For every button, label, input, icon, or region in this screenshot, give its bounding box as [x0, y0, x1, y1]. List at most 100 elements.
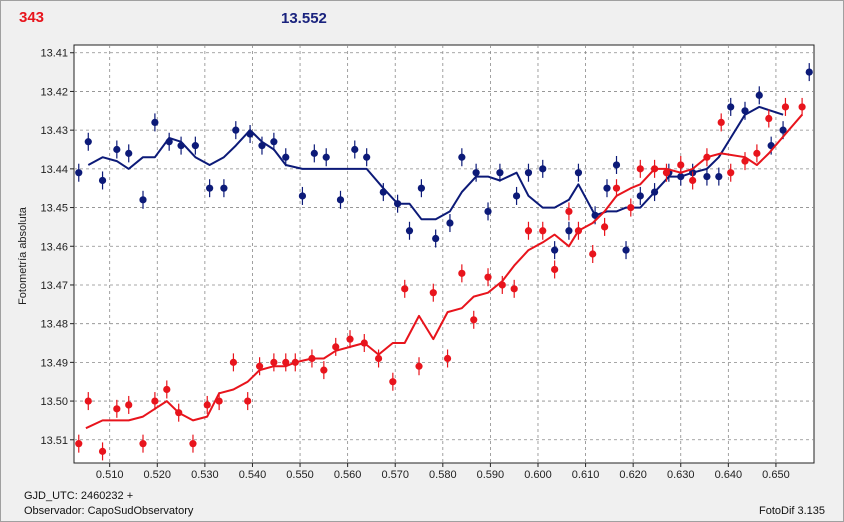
header-center-value: 13.552 [281, 10, 327, 27]
red-data-point [539, 227, 547, 235]
y-tick-label: 13.48 [40, 319, 68, 331]
x-tick-label: 0.540 [239, 469, 267, 481]
red-data-point [662, 169, 671, 177]
footer-observer: Observador: CapoSudObservatory [24, 505, 194, 517]
x-tick-label: 0.590 [477, 469, 505, 481]
x-tick-label: 0.530 [191, 469, 219, 481]
blue-data-point [565, 227, 573, 235]
red-data-point [551, 265, 559, 274]
red-trend-line [85, 114, 803, 430]
x-tick-label: 0.650 [762, 469, 790, 481]
y-tick-label: 13.49 [40, 357, 68, 369]
red-data-point [401, 285, 409, 293]
header-left-value: 343 [19, 9, 45, 26]
blue-data-point [779, 126, 787, 134]
red-data-point [627, 203, 635, 212]
red-data-point [781, 103, 790, 111]
blue-data-point [379, 188, 387, 196]
blue-data-point [472, 169, 480, 177]
blue-data-point [703, 172, 711, 181]
blue-data-point [310, 149, 318, 157]
blue-data-point [75, 169, 83, 177]
blue-data-point [84, 138, 92, 146]
blue-data-point [458, 153, 466, 161]
blue-data-point [258, 142, 266, 150]
blue-data-point [446, 219, 454, 227]
x-tick-label: 0.630 [667, 469, 695, 481]
blue-data-point [206, 184, 214, 192]
red-data-point [574, 227, 583, 235]
red-data-point [320, 366, 328, 374]
red-data-point [443, 354, 452, 363]
blue-data-point [246, 130, 254, 138]
red-data-point [175, 409, 183, 417]
red-data-point [291, 358, 299, 366]
red-data-point [215, 397, 223, 405]
blue-data-point [139, 196, 147, 204]
red-data-point [741, 157, 749, 165]
blue-data-point [715, 172, 723, 181]
blue-data-point [727, 103, 735, 111]
red-data-point [75, 440, 83, 448]
blue-data-point [151, 118, 159, 127]
blue-data-point [298, 192, 307, 200]
blue-data-point [191, 142, 199, 150]
blue-data-point [113, 145, 121, 154]
red-data-point [565, 207, 573, 216]
red-data-point [270, 358, 278, 366]
blue-data-point [336, 196, 345, 204]
red-data-point [612, 184, 621, 192]
blue-data-point [165, 138, 173, 146]
x-tick-label: 0.620 [619, 469, 647, 481]
blue-data-point [650, 188, 659, 196]
red-data-point [727, 169, 735, 177]
blue-data-point [232, 126, 240, 134]
red-data-point [113, 405, 121, 413]
blue-data-point [405, 227, 414, 235]
red-data-point [677, 161, 685, 169]
red-data-point [332, 343, 340, 351]
footer-version: FotoDif 3.135 [759, 505, 826, 517]
red-data-point [498, 281, 506, 289]
blue-data-point [574, 169, 583, 177]
blue-data-point [282, 153, 290, 161]
red-data-point [717, 118, 725, 127]
red-data-point [203, 401, 211, 409]
y-tick-label: 13.45 [40, 203, 68, 215]
blue-data-point [591, 211, 599, 219]
blue-data-point [125, 149, 133, 157]
red-data-point [360, 339, 368, 347]
x-tick-label: 0.550 [286, 469, 314, 481]
x-tick-label: 0.610 [572, 469, 600, 481]
red-data-point [84, 397, 92, 405]
red-data-point [458, 269, 466, 277]
x-tick-label: 0.640 [715, 469, 743, 481]
blue-data-point [363, 153, 371, 161]
red-data-point [98, 447, 107, 455]
y-tick-label: 13.47 [40, 280, 68, 292]
blue-data-point [524, 169, 533, 177]
red-data-point [163, 385, 171, 394]
red-data-point [151, 397, 159, 405]
red-data-point [429, 289, 437, 297]
x-tick-label: 0.580 [429, 469, 457, 481]
blue-data-point [394, 200, 402, 208]
x-tick-label: 0.570 [381, 469, 409, 481]
blue-data-point [432, 234, 440, 243]
red-data-point [229, 358, 238, 366]
y-tick-label: 13.41 [40, 48, 68, 60]
plot-area [73, 44, 815, 464]
red-data-point [470, 316, 478, 324]
red-data-point [346, 335, 354, 343]
red-data-point [636, 165, 644, 173]
footer-gjd: GJD_UTC: 2460232 + [24, 490, 134, 502]
blue-data-point [677, 172, 685, 181]
red-data-point [650, 165, 659, 173]
red-data-point [282, 358, 290, 366]
blue-data-point [551, 246, 559, 254]
y-tick-label: 13.51 [40, 435, 68, 447]
red-data-point [125, 401, 133, 409]
red-data-point [415, 362, 423, 370]
blue-data-point [351, 145, 359, 154]
